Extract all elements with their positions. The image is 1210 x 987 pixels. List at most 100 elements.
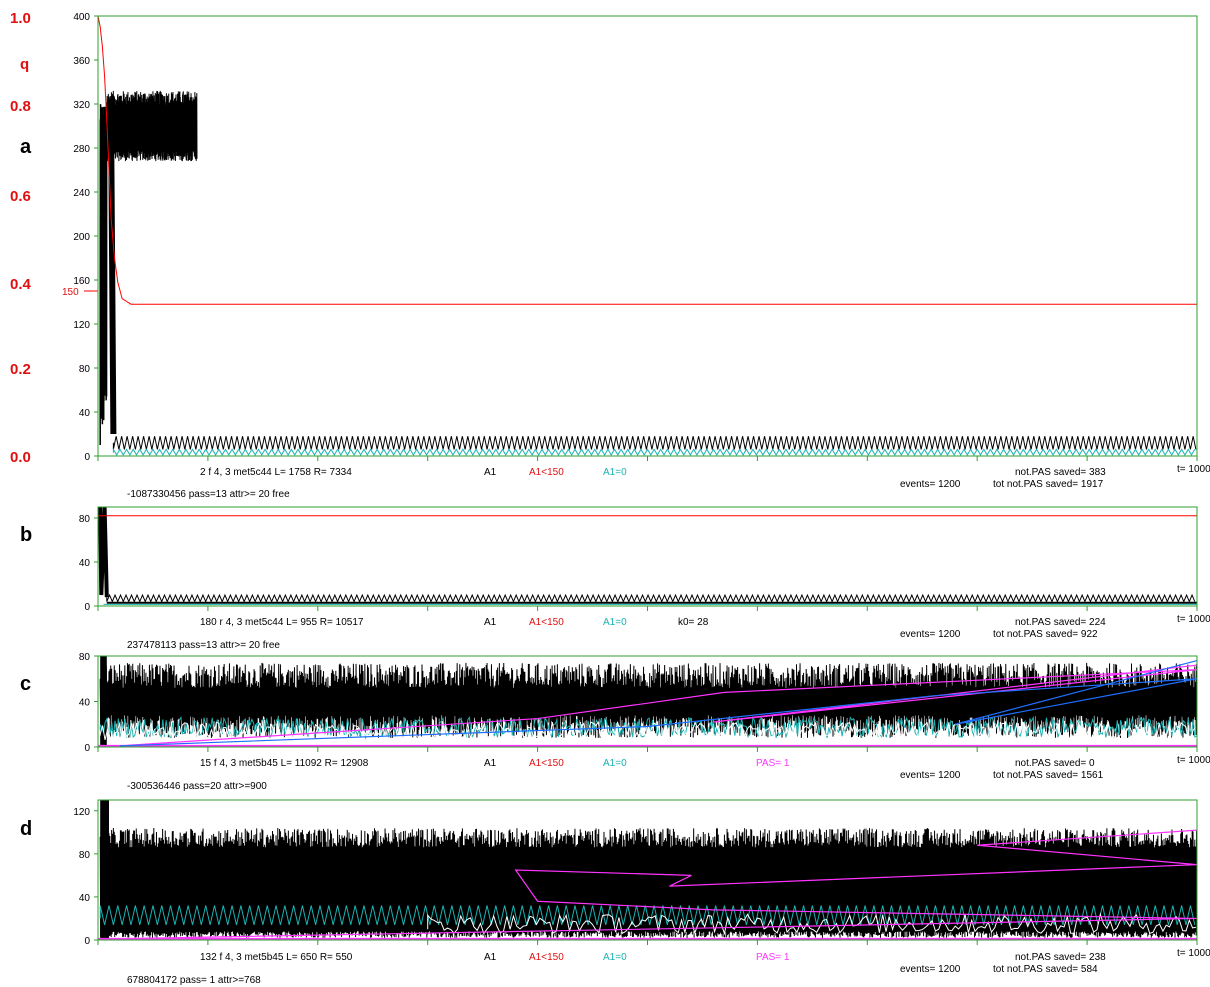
q-tick-0-2: 0.2 [10,361,31,378]
panel-c: 80 40 0 t= 1000 15 f 4, 3 met5b45 L= 11092… [79,652,1210,792]
panel-d-y-ticks: 120 80 40 0 [73,807,98,947]
info-line1-item: A1 [484,758,497,769]
panel-letter-b: b [20,524,32,546]
panel-letter-a: a [20,136,32,158]
info-line1-item: A1<150 [529,758,564,769]
info-line1-item: 2 f 4, 3 met5c44 L= 1758 R= 7334 [200,467,352,478]
low-oscillation-trace [112,436,1197,450]
info-line1-item: A1<150 [529,952,564,963]
q-tick-0-8: 0.8 [10,98,31,115]
y-tick-label: 320 [73,100,90,111]
events-count: events= 1200 [900,629,961,640]
info-line1-item: 15 f 4, 3 met5b45 L= 11092 R= 12908 [200,758,369,769]
start-burst [100,656,107,747]
white-trace [427,912,1197,936]
info-line1-item: A1<150 [529,467,564,478]
y-tick-label: 80 [79,514,91,525]
q-tick-1-0: 1.0 [10,10,31,27]
panel-b-x-ticks [97,606,1198,611]
y-tick-label: 200 [73,232,90,243]
events-count: events= 1200 [900,479,961,490]
y-tick-label: 240 [73,188,90,199]
panel-b-y-ticks: 80 40 0 [79,514,98,613]
info-line1-item: A1 [484,617,497,628]
info-line1-item: A1=0 [603,617,627,628]
y-tick-label: 80 [79,652,91,663]
y-tick-label: 160 [73,276,90,287]
y-tick-label: 400 [73,12,90,23]
y-tick-label: 0 [84,452,90,463]
y-tick-label: 40 [79,408,91,419]
panel-a-frame [97,15,1198,457]
info-line1-item: A1=0 [603,758,627,769]
events-count: events= 1200 [900,770,961,781]
blue-curve [119,659,1198,747]
info-line2: -1087330456 pass=13 attr>= 20 free [127,489,290,500]
panel-d-info: 132 f 4, 3 met5b45 L= 650 R= 550 A1 A1<150… [127,952,1106,986]
y-tick-label: 0 [84,743,90,754]
not-pas-saved: not.PAS saved= 224 [1015,617,1106,628]
info-line2: 678804172 pass= 1 attr>=768 [127,975,261,986]
panel-b-plot-area [98,506,1197,605]
magenta-curve [108,829,1198,940]
y-tick-label: 80 [79,364,91,375]
panel-c-x-ticks [97,747,1198,752]
burst-trace [98,506,109,598]
panel-c-info: 15 f 4, 3 met5b45 L= 11092 R= 12908 A1 A1<… [127,758,1104,792]
info-line1-item: A1=0 [603,467,627,478]
info-line1-item: A1<150 [529,617,564,628]
panel-a-150-marker: 150 [62,287,79,298]
black-band-trace [106,90,198,162]
tot-not-pas-saved: tot not.PAS saved= 922 [993,629,1098,640]
y-tick-label: 40 [79,698,91,709]
info-line1-item: k0= 28 [678,617,709,628]
panel-c-y-ticks: 80 40 0 [79,652,98,754]
info-line1-item: 132 f 4, 3 met5b45 L= 650 R= 550 [200,952,353,963]
cyan-oscillation-trace [99,905,1196,926]
panel-c-t-end-label: t= 1000 [1177,755,1210,766]
info-line2: -300536446 pass=20 attr>=900 [127,781,267,792]
white-trace [99,720,1196,742]
q-tick-0-0: 0.0 [10,449,31,466]
y-tick-label: 280 [73,144,90,155]
tot-not-pas-saved: tot not.PAS saved= 584 [993,964,1098,975]
y-tick-label: 360 [73,56,90,67]
y-tick-label: 40 [79,558,91,569]
q-tick-0-6: 0.6 [10,188,31,205]
panel-b: 80 40 0 t= 1000 180 r 4, 3 met5c44 L= 955 … [79,506,1210,651]
info-line1-item: 180 r 4, 3 met5c44 L= 955 R= 10517 [200,617,364,628]
not-pas-saved: not.PAS saved= 0 [1015,758,1095,769]
info-line1-item: A1 [484,467,497,478]
panel-a-plot-area [84,15,1197,456]
start-burst [100,800,109,940]
y-tick-label: 40 [79,893,91,904]
panel-d: 120 80 40 0 t= 1000 132 f 4, 3 met5b45 L= 6… [73,799,1210,986]
y-tick-label: 80 [79,850,91,861]
cyan-trace [112,447,1196,456]
q-axis-label: q [20,56,29,73]
panel-d-plot-area [98,800,1198,940]
panel-d-t-end-label: t= 1000 [1177,948,1210,959]
panel-b-t-end-label: t= 1000 [1177,614,1210,625]
panel-b-info: 180 r 4, 3 met5c44 L= 955 R= 10517 A1 A1<1… [127,617,1106,651]
info-line2: 237478113 pass=13 attr>= 20 free [127,640,280,651]
q-tick-0-4: 0.4 [10,276,32,293]
magenta-curve [119,664,1198,747]
tot-not-pas-saved: tot not.PAS saved= 1917 [993,479,1104,490]
y-tick-label: 0 [84,936,90,947]
events-count: events= 1200 [900,964,961,975]
low-oscillation-trace [106,593,1196,603]
y-tick-label: 120 [73,320,90,331]
panel-letter-d: d [20,818,32,840]
not-pas-saved: not.PAS saved= 383 [1015,467,1106,478]
not-pas-saved: not.PAS saved= 238 [1015,952,1106,963]
panel-a-t-end-label: t= 1000 [1177,464,1210,475]
panel-c-plot-area [98,656,1198,747]
burst-trace [99,104,108,445]
panel-b-frame [97,506,1198,607]
y-tick-label: 120 [73,807,90,818]
info-line1-item: PAS= 1 [756,952,790,963]
red-q-curve [97,15,1197,305]
